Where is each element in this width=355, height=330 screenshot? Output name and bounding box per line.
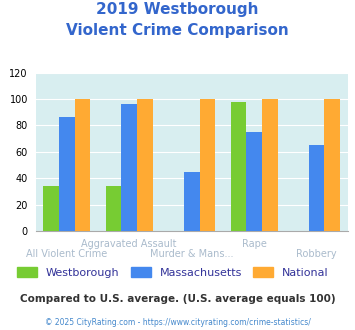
Bar	[231, 102, 246, 231]
Text: All Violent Crime: All Violent Crime	[26, 249, 107, 259]
Bar	[246, 132, 262, 231]
Bar	[106, 186, 121, 231]
Legend: Westborough, Massachusetts, National: Westborough, Massachusetts, National	[13, 263, 333, 282]
Bar	[262, 99, 278, 231]
Text: Murder & Mans...: Murder & Mans...	[150, 249, 234, 259]
Bar	[43, 186, 59, 231]
Bar	[324, 99, 340, 231]
Text: Robbery: Robbery	[296, 249, 337, 259]
Bar	[309, 145, 324, 231]
Bar	[75, 99, 90, 231]
Bar	[184, 172, 200, 231]
Text: Violent Crime Comparison: Violent Crime Comparison	[66, 23, 289, 38]
Bar	[121, 104, 137, 231]
Bar	[137, 99, 153, 231]
Bar	[200, 99, 215, 231]
Bar	[59, 117, 75, 231]
Text: © 2025 CityRating.com - https://www.cityrating.com/crime-statistics/: © 2025 CityRating.com - https://www.city…	[45, 318, 310, 327]
Text: 2019 Westborough: 2019 Westborough	[96, 2, 259, 16]
Text: Rape: Rape	[242, 239, 267, 249]
Text: Compared to U.S. average. (U.S. average equals 100): Compared to U.S. average. (U.S. average …	[20, 294, 335, 304]
Text: Aggravated Assault: Aggravated Assault	[81, 239, 177, 249]
